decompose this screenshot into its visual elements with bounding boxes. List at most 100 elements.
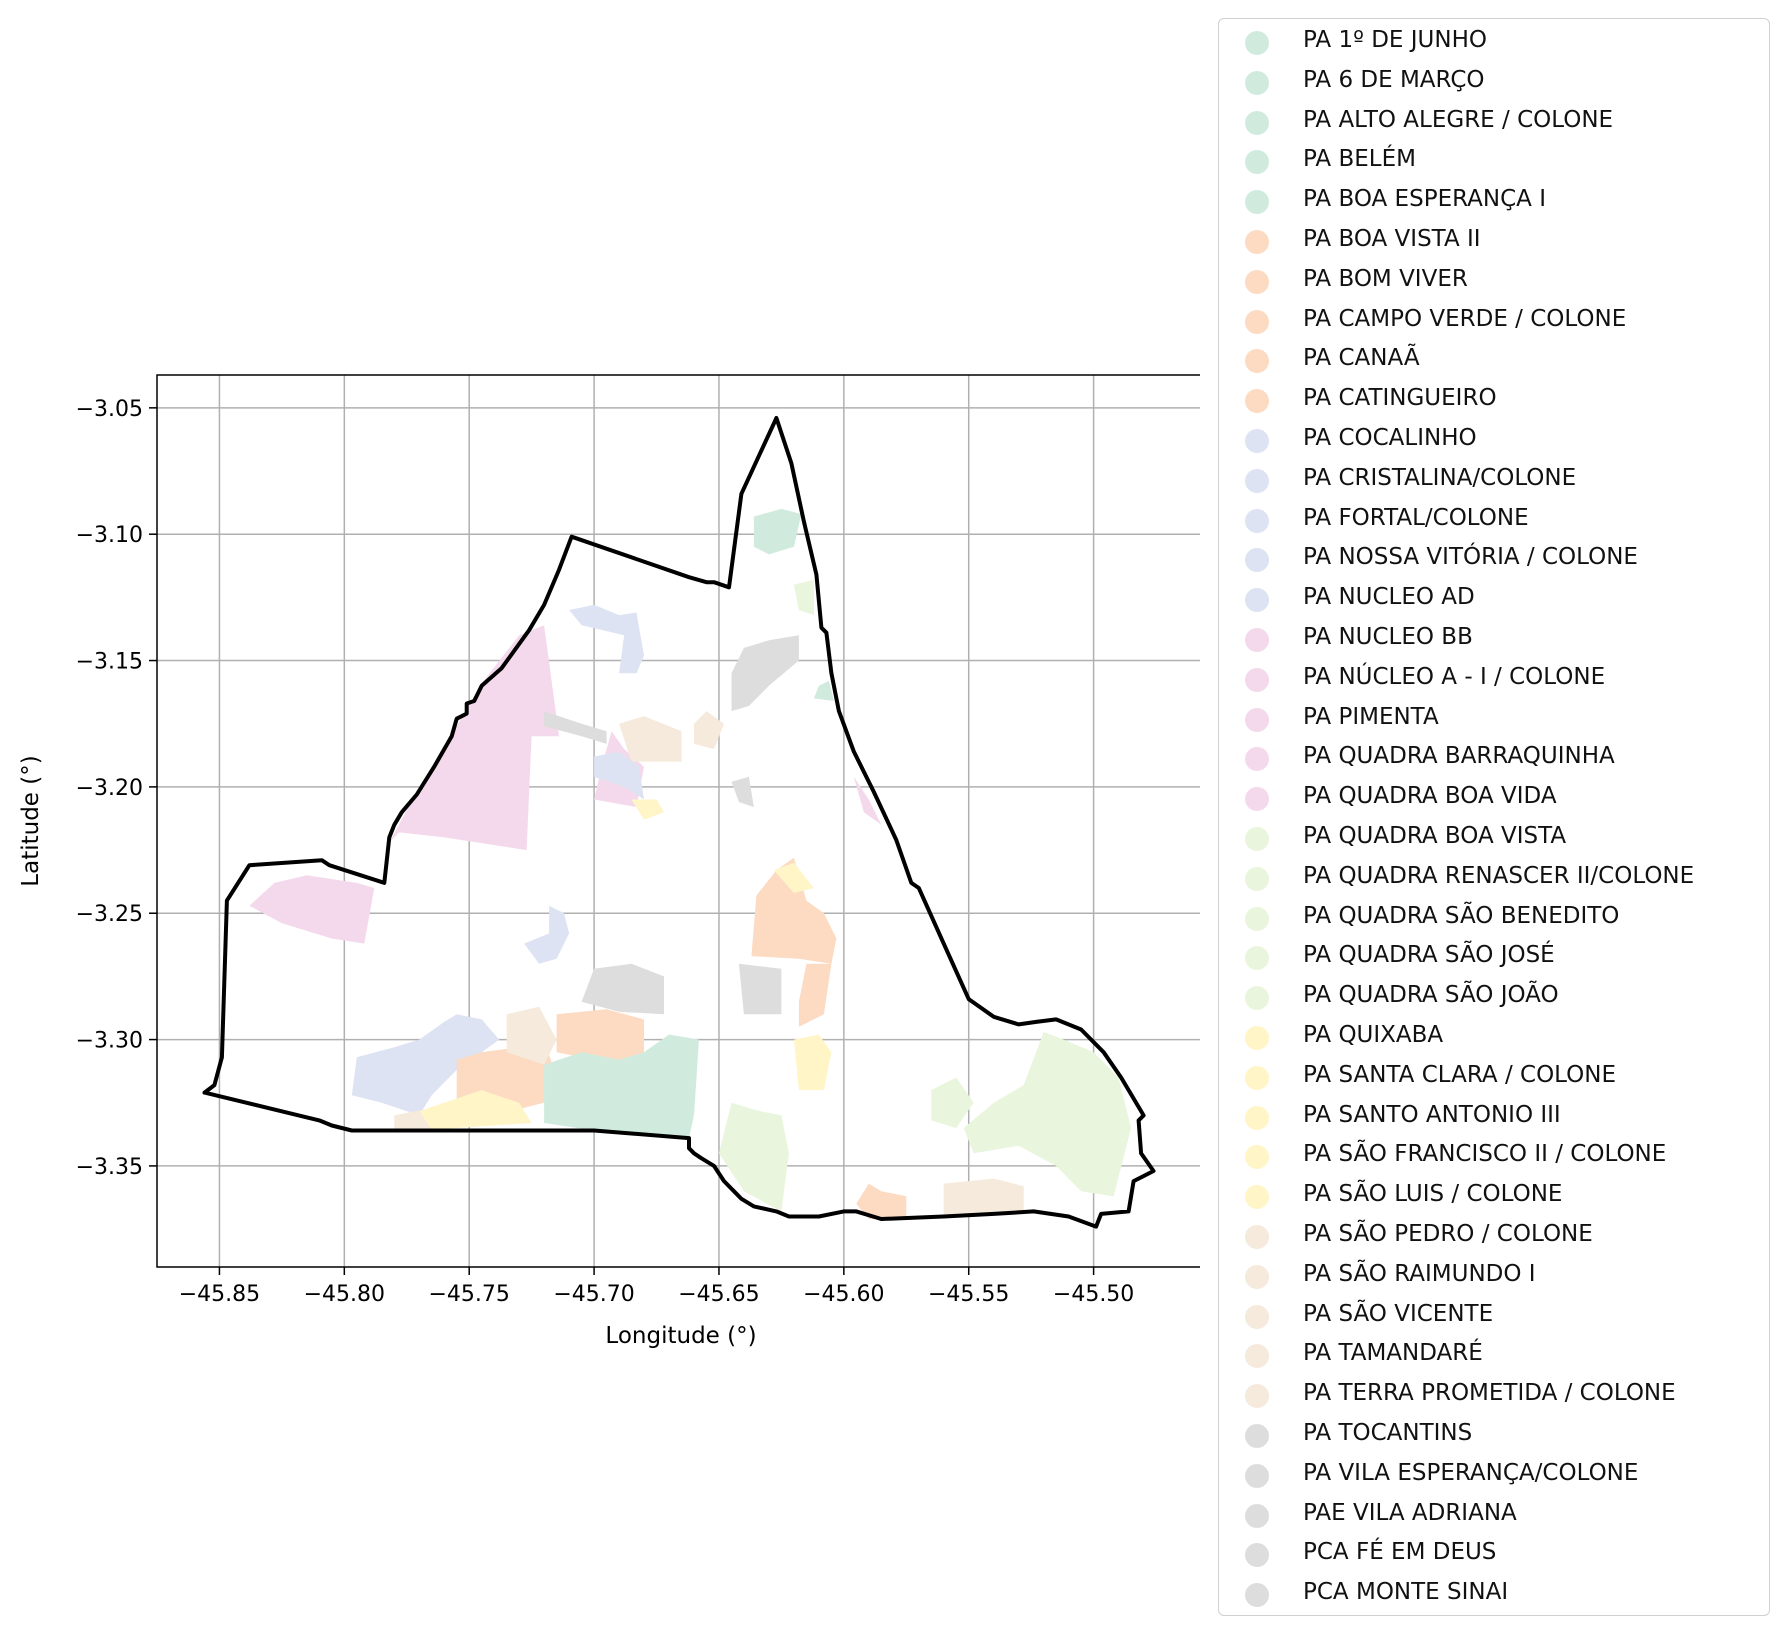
legend-label: PAE VILA ADRIANA — [1303, 1499, 1517, 1526]
legend-label: PA 6 DE MARÇO — [1303, 66, 1485, 93]
legend: PA 1º DE JUNHO PA 6 DE MARÇO PA ALTO ALEGR… — [1218, 18, 1770, 1616]
legend-swatch — [1245, 906, 1269, 931]
settlement-area: PA BOM VIVER — [556, 1009, 644, 1065]
legend-entry: PA TERRA PROMETIDA / COLONE — [1219, 1378, 1769, 1412]
legend-swatch — [1245, 667, 1269, 692]
settlement-area: PA SÃO VICENTE — [943, 1178, 1024, 1217]
legend-swatch — [1245, 70, 1269, 95]
legend-entry: PA QUADRA SÃO JOÃO — [1219, 980, 1769, 1014]
legend-label: PA CRISTALINA/COLONE — [1303, 464, 1577, 491]
settlement-area: PA 6 DE MARÇO — [753, 508, 802, 555]
legend-label: PA 1º DE JUNHO — [1303, 27, 1487, 53]
legend-entry: PA BOM VIVER — [1219, 264, 1769, 298]
legend-entry: PA CATINGUEIRO — [1219, 383, 1769, 417]
legend-entry: PA TAMANDARÉ — [1219, 1338, 1769, 1372]
legend-label: PA NÚCLEO A - I / COLONE — [1303, 663, 1606, 690]
legend-swatch — [1245, 1583, 1269, 1608]
legend-swatch — [1245, 468, 1269, 493]
legend-label: PA QUADRA SÃO BENEDITO — [1303, 902, 1620, 929]
legend-entry: PA VILA ESPERANÇA/COLONE — [1219, 1458, 1769, 1492]
legend-swatch — [1245, 1463, 1269, 1488]
settlement-area: PA QUADRA RENASCER II/COLONE — [963, 1032, 1132, 1197]
settlement-area: PA CAMPO VERDE / COLONE — [751, 857, 837, 964]
legend-label: PA SÃO FRANCISCO II / COLONE — [1303, 1141, 1667, 1168]
settlement-area: PA CANAÃ — [798, 963, 832, 1027]
legend-label: PCA FÉ EM DEUS — [1303, 1539, 1497, 1566]
legend-label: PA SÃO VICENTE — [1303, 1300, 1494, 1327]
legend-entry: PA SÃO PEDRO / COLONE — [1219, 1219, 1769, 1253]
legend-label: PA NUCLEO BB — [1303, 624, 1473, 650]
axes-frame — [156, 374, 1200, 1268]
legend-swatch — [1245, 548, 1269, 573]
legend-swatch — [1245, 1384, 1269, 1409]
y-tick-label: −3.35 — [76, 1155, 143, 1180]
x-tick-label: −45.80 — [304, 1282, 385, 1307]
legend-swatch — [1245, 389, 1269, 414]
legend-swatch — [1245, 1026, 1269, 1050]
settlement-area: PAE VILA ADRIANA — [738, 963, 782, 1015]
legend-label: PA QUADRA BARRAQUINHA — [1303, 743, 1615, 770]
settlement-area: PA SÃO LUIS / COLONE — [773, 862, 814, 893]
x-axis-label: Longitude (°) — [605, 1323, 756, 1349]
y-tick-label: −3.05 — [76, 397, 143, 422]
legend-label: PA TERRA PROMETIDA / COLONE — [1303, 1380, 1676, 1407]
axis-ticks: −45.85 −45.80 −45.75 −45.70 −45.65 −45.60 −45.… — [76, 397, 1135, 1307]
legend-label: PA SÃO PEDRO / COLONE — [1303, 1221, 1593, 1247]
legend-entry: PA SANTA CLARA / COLONE — [1219, 1060, 1769, 1094]
legend-label: PA SANTO ANTONIO III — [1303, 1101, 1561, 1128]
legend-label: PA TOCANTINS — [1303, 1420, 1473, 1446]
x-tick-label: −45.55 — [928, 1282, 1009, 1307]
legend-swatch — [1245, 827, 1269, 851]
settlement-area: PA QUADRA BOA VISTA — [719, 1102, 789, 1212]
settlement-area: PA SANTA CLARA / COLONE — [793, 1034, 832, 1091]
legend-entry: PA SÃO RAIMUNDO I — [1219, 1259, 1769, 1293]
legend-swatch — [1245, 1145, 1269, 1170]
legend-label: PA TAMANDARÉ — [1303, 1340, 1483, 1367]
settlement-area: PA TAMANDARÉ — [394, 1110, 432, 1131]
legend-entry: PA NUCLEO BB — [1219, 622, 1769, 656]
legend-label: PA QUADRA BOA VIDA — [1303, 783, 1557, 810]
settlement-area: PA ALTO ALEGRE / COLONE — [813, 680, 834, 701]
x-tick-label: −45.70 — [553, 1282, 634, 1307]
legend-entry: PA CRISTALINA/COLONE — [1219, 463, 1769, 497]
legend-entry: PA QUADRA BOA VIDA — [1219, 781, 1769, 815]
legend-label: PA SÃO RAIMUNDO I — [1303, 1260, 1536, 1287]
legend-label: PA BOM VIVER — [1303, 265, 1468, 292]
legend-entry: PA 6 DE MARÇO — [1219, 65, 1769, 99]
legend-swatch — [1245, 707, 1269, 732]
y-tick-label: −3.20 — [76, 776, 143, 801]
legend-label: PA COCALINHO — [1303, 425, 1477, 451]
y-tick-label: −3.25 — [76, 902, 143, 927]
x-tick-label: −45.75 — [428, 1282, 509, 1307]
y-tick-label: −3.15 — [76, 650, 143, 675]
legend-label: PA BELÉM — [1303, 146, 1416, 173]
legend-entry: PCA FÉ EM DEUS — [1219, 1537, 1769, 1571]
legend-entry: PA QUADRA BARRAQUINHA — [1219, 741, 1769, 775]
legend-swatch — [1245, 866, 1269, 891]
legend-swatch — [1245, 1065, 1269, 1090]
legend-entry: PA ALTO ALEGRE / COLONE — [1219, 105, 1769, 139]
y-axis-label: Latitude (°) — [18, 755, 44, 886]
legend-swatch — [1245, 349, 1269, 374]
x-tick-label: −45.50 — [1053, 1282, 1134, 1307]
settlement-area: PA TERRA PROMETIDA / COLONE — [694, 711, 724, 749]
legend-swatch — [1245, 787, 1269, 812]
legend-entry: PA PIMENTA — [1219, 702, 1769, 736]
legend-label: PA FORTAL/COLONE — [1303, 504, 1529, 531]
y-tick-label: −3.10 — [76, 523, 143, 548]
settlement-area: PA NÚCLEO A - I / COLONE — [389, 625, 560, 851]
legend-entry: PA QUADRA SÃO JOSÉ — [1219, 940, 1769, 974]
settlement-area: PA QUADRA SÃO BENEDITO — [931, 1077, 974, 1128]
legend-entry: PA QUADRA SÃO BENEDITO — [1219, 901, 1769, 935]
settlement-area: PA CRISTALINA/COLONE — [351, 1014, 500, 1116]
legend-label: PA QUADRA RENASCER II/COLONE — [1303, 862, 1695, 889]
legend-label: PA QUADRA BOA VISTA — [1303, 823, 1567, 849]
legend-label: PA NOSSA VITÓRIA / COLONE — [1303, 544, 1638, 571]
legend-entry: PA SÃO VICENTE — [1219, 1299, 1769, 1333]
municipality-boundary — [202, 416, 1156, 1229]
legend-swatch — [1245, 747, 1269, 772]
legend-label: PA QUADRA SÃO JOSÉ — [1303, 942, 1555, 969]
legend-swatch — [1245, 190, 1269, 215]
legend-label: PA SÃO LUIS / COLONE — [1303, 1181, 1563, 1208]
